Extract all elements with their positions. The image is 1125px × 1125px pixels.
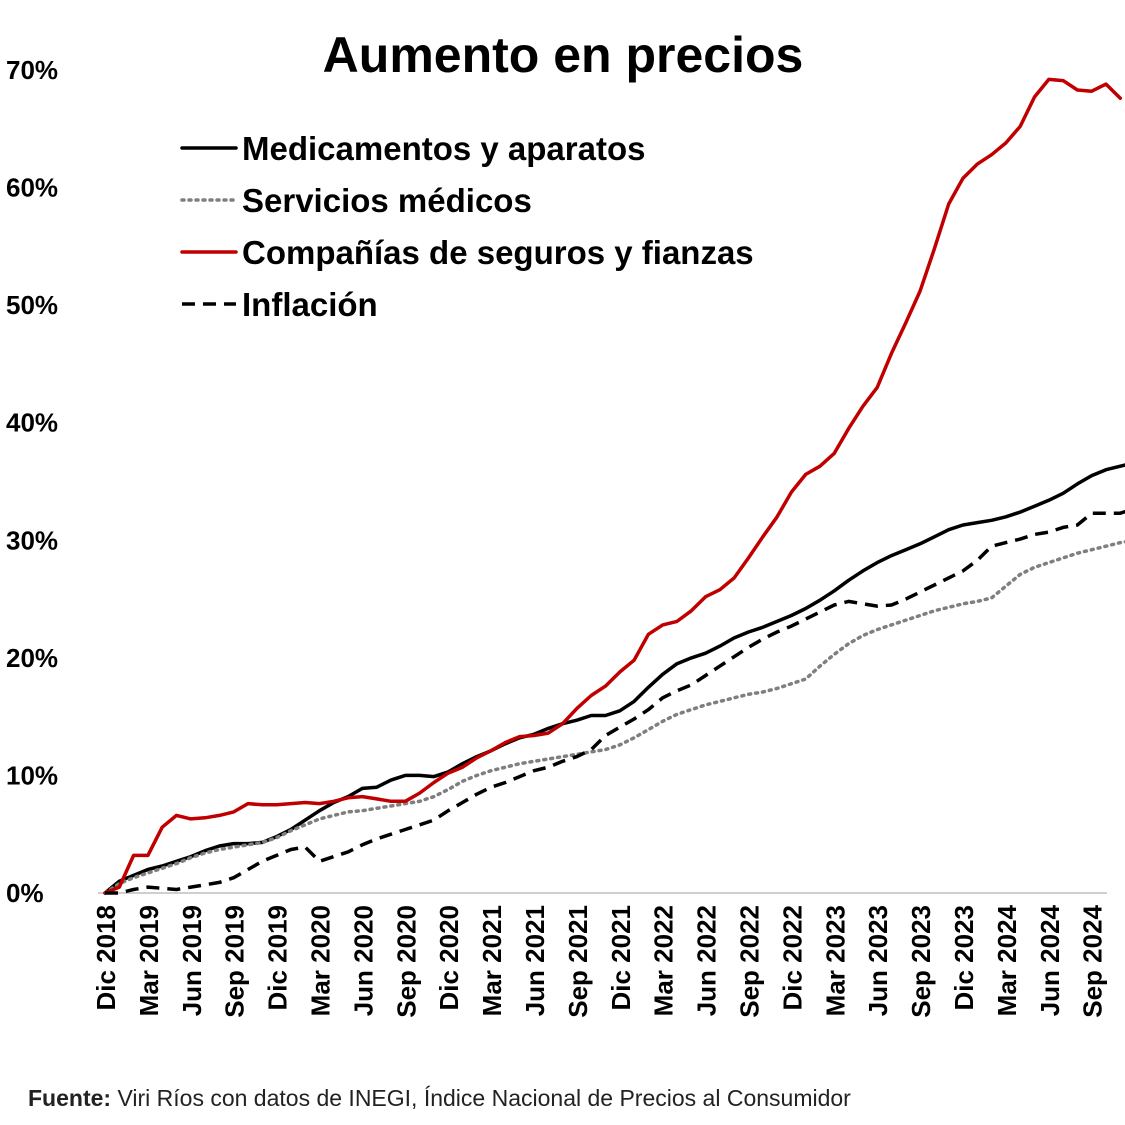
x-tick-label: Sep 2019: [220, 905, 250, 1018]
y-axis: 0% 10% 20% 30% 40% 50% 60% 70%: [6, 55, 58, 908]
legend-label: Medicamentos y aparatos: [242, 130, 645, 167]
y-tick-label: 10%: [6, 760, 58, 790]
x-tick-label: Sep 2021: [563, 905, 593, 1018]
legend-label: Servicios médicos: [242, 182, 532, 219]
series-line-1: [103, 463, 1125, 895]
x-tick-label: Sep 2020: [391, 905, 421, 1018]
x-tick-label: Mar 2023: [820, 905, 850, 1016]
y-tick-label: 60%: [6, 173, 58, 203]
x-tick-label: Mar 2019: [134, 905, 164, 1016]
source-note: Fuente: Viri Ríos con datos de INEGI, Ín…: [28, 1085, 851, 1112]
x-tick-label: Mar 2024: [992, 904, 1022, 1016]
x-tick-label: Mar 2022: [649, 905, 679, 1016]
y-tick-label: 40%: [6, 408, 58, 438]
x-tick-label: Jun 2022: [692, 905, 722, 1016]
y-tick-label: 20%: [6, 643, 58, 673]
series-line-3: [103, 77, 1123, 895]
x-tick-label: Sep 2024: [1078, 904, 1108, 1017]
y-tick-label: 50%: [6, 290, 58, 320]
chart-title: Aumento en precios: [323, 27, 804, 83]
x-tick-label: Jun 2023: [863, 905, 893, 1016]
x-tick-label: Sep 2022: [735, 905, 765, 1018]
x-tick-label: Dic 2018: [91, 905, 121, 1011]
x-tick-label: Dic 2019: [263, 905, 293, 1011]
x-axis: Dic 2018 Mar 2019 Jun 2019 Sep 2019 Dic 2019…: [91, 904, 1108, 1017]
x-tick-label: Dic 2020: [434, 905, 464, 1011]
series-group: [103, 77, 1125, 895]
y-tick-label: 70%: [6, 55, 58, 85]
source-text: Viri Ríos con datos de INEGI, Índice Nac…: [111, 1085, 851, 1111]
series-line-4: [105, 509, 1125, 895]
source-label: Fuente:: [28, 1085, 112, 1111]
legend: Medicamentos y aparatos Servicios médicos…: [180, 130, 754, 323]
x-tick-label: Dic 2021: [606, 905, 636, 1011]
series-line-2: [103, 540, 1125, 895]
x-tick-label: Mar 2021: [477, 905, 507, 1016]
legend-label: Compañías de seguros y fianzas: [242, 234, 754, 271]
x-tick-label: Jun 2024: [1035, 904, 1065, 1016]
x-tick-label: Mar 2020: [306, 905, 336, 1016]
x-tick-label: Sep 2023: [906, 905, 936, 1018]
x-tick-label: Dic 2022: [777, 905, 807, 1011]
x-tick-label: Jun 2021: [520, 905, 550, 1016]
x-tick-label: Dic 2023: [949, 905, 979, 1011]
x-tick-label: Jun 2019: [177, 905, 207, 1016]
y-tick-label: 0%: [6, 878, 44, 908]
legend-label: Inflación: [242, 286, 378, 323]
x-tick-label: Jun 2020: [348, 905, 378, 1016]
y-tick-label: 30%: [6, 525, 58, 555]
